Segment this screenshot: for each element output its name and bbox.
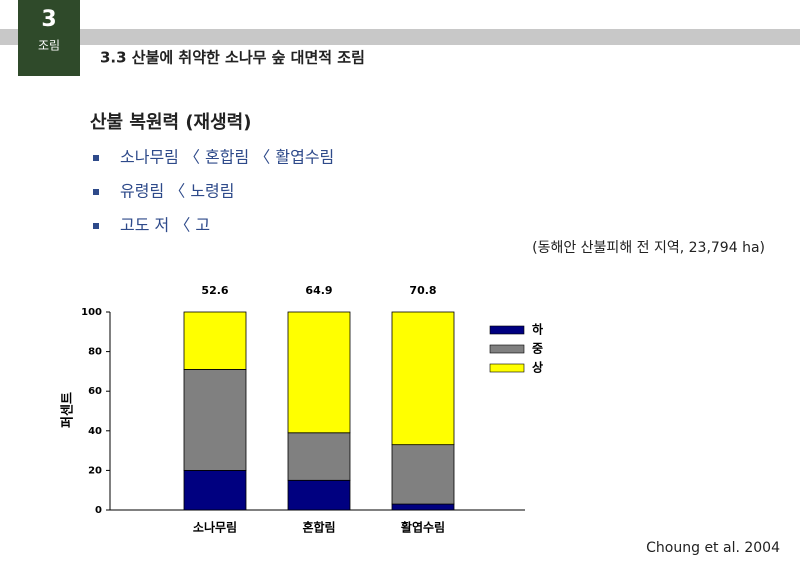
- bar-segment: [391, 503, 455, 511]
- section-name: 조림: [38, 39, 60, 53]
- legend-swatch: [489, 344, 525, 354]
- bullet-marker: [93, 189, 99, 195]
- bullet-marker: [93, 155, 99, 161]
- bar-segment: [287, 479, 351, 511]
- bar-annotation: 70.8: [409, 284, 436, 297]
- y-tick-label: 60: [88, 386, 102, 397]
- bar-segment: [287, 432, 351, 481]
- bar-segment: [183, 369, 247, 471]
- bar-annotation: 64.9: [305, 284, 332, 297]
- y-tick-label: 100: [81, 307, 102, 318]
- y-tick-label: 0: [95, 505, 102, 516]
- bar-segment: [183, 311, 247, 370]
- section-number: 3: [41, 7, 56, 32]
- x-tick-label: 소나무림: [193, 520, 237, 535]
- legend-label: 중: [532, 342, 543, 356]
- legend-swatch: [489, 363, 525, 373]
- y-tick-label: 40: [88, 426, 102, 437]
- bar-segment: [391, 311, 455, 446]
- x-tick-label: 혼합림: [302, 520, 335, 535]
- y-axis-label: 퍼센트: [60, 392, 76, 428]
- header-band: [0, 29, 800, 45]
- note: (동해안 산불피해 전 지역, 23,794 ha): [532, 240, 765, 256]
- bar-segment: [287, 311, 351, 434]
- bar-annotation: 52.6: [201, 284, 228, 297]
- bullet-text: 소나무림 〈 혼합림 〈 활엽수림: [120, 148, 334, 167]
- bullet-text: 유령림 〈 노령림: [120, 182, 235, 201]
- section-badge: [18, 0, 80, 76]
- x-tick-label: 활엽수림: [401, 520, 445, 535]
- bar-segment: [183, 469, 247, 511]
- slide-title: 3.3 산불에 취약한 소나무 숲 대면적 조림: [100, 49, 365, 67]
- bullet-text: 고도 저 〈 고: [120, 216, 210, 235]
- legend-label: 상: [532, 360, 543, 375]
- y-tick-label: 20: [88, 465, 102, 476]
- bullet-marker: [93, 223, 99, 229]
- citation: Choung et al. 2004: [646, 540, 780, 556]
- y-tick-label: 80: [88, 347, 102, 358]
- legend-label: 하: [532, 322, 543, 337]
- subtitle: 산불 복원력 (재생력): [90, 112, 251, 133]
- legend-swatch: [489, 325, 525, 335]
- bar-segment: [391, 444, 455, 505]
